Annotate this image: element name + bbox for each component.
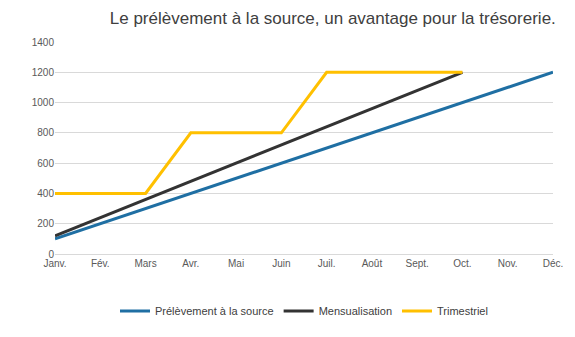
svg-text:Mars: Mars	[134, 258, 156, 269]
svg-text:1400: 1400	[32, 37, 55, 48]
svg-text:Le prélèvement à la source, un: Le prélèvement à la source, un avantage …	[110, 9, 556, 28]
svg-text:Nov.: Nov.	[498, 258, 518, 269]
svg-text:600: 600	[37, 158, 54, 169]
svg-text:Mai: Mai	[228, 258, 244, 269]
svg-text:Prélèvement à la source: Prélèvement à la source	[155, 305, 274, 317]
svg-text:800: 800	[37, 127, 54, 138]
svg-text:Déc.: Déc.	[543, 258, 564, 269]
svg-text:200: 200	[37, 218, 54, 229]
svg-text:1000: 1000	[32, 97, 55, 108]
svg-text:Juin: Juin	[272, 258, 290, 269]
svg-text:400: 400	[37, 188, 54, 199]
svg-text:Août: Août	[362, 258, 383, 269]
svg-text:Janv.: Janv.	[43, 258, 66, 269]
svg-text:Oct.: Oct.	[453, 258, 471, 269]
svg-text:Fév.: Fév.	[91, 258, 110, 269]
svg-text:1200: 1200	[32, 67, 55, 78]
svg-text:0: 0	[48, 249, 54, 260]
svg-text:Mensualisation: Mensualisation	[319, 305, 392, 317]
svg-text:Juil.: Juil.	[318, 258, 336, 269]
svg-text:Avr.: Avr.	[182, 258, 199, 269]
svg-text:Trimestriel: Trimestriel	[437, 305, 488, 317]
svg-text:Sept.: Sept.	[406, 258, 429, 269]
